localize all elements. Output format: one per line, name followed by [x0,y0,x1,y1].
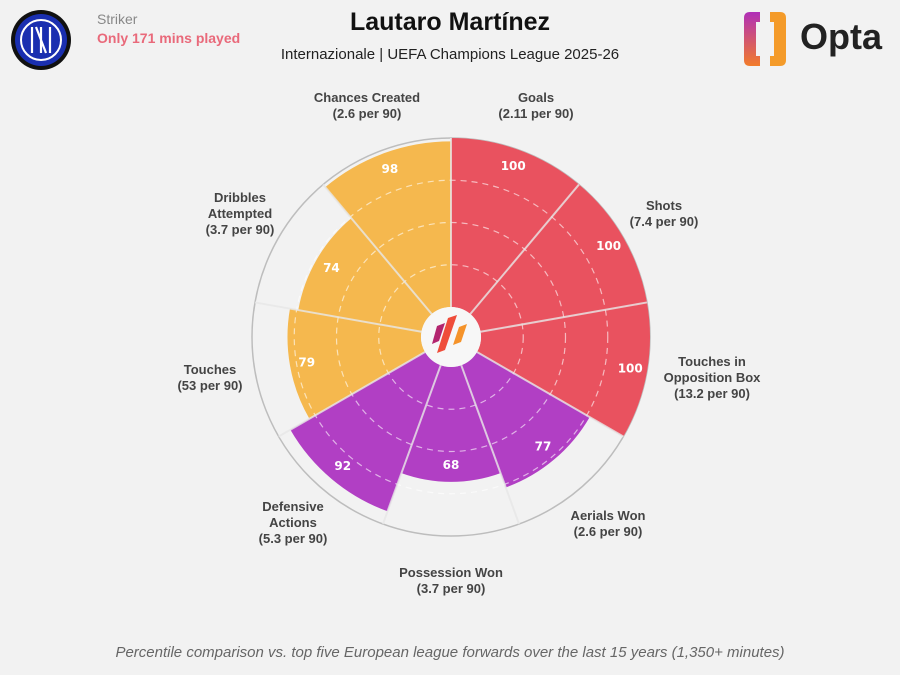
club-crest-logo [11,10,71,70]
category-label: Possession Won (3.7 per 90) [399,565,503,597]
category-label-per90: (3.7 per 90) [205,222,275,237]
category-label: Defensive Actions (5.3 per 90) [259,499,328,547]
category-label-label1: Goals [517,90,555,105]
category-label-per90: (2.6 per 90) [332,106,402,121]
category-label-per90: (7.4 per 90) [629,214,699,229]
category-label-label1: Touches [183,362,237,377]
category-label-label1: Defensive [262,499,324,514]
category-label: Touches (53 per 90) [177,362,242,394]
category-label: Dribbles Attempted (3.7 per 90) [206,190,275,238]
slice-divider [278,351,426,438]
slice-divider [476,351,624,438]
category-label-per90: (53 per 90) [177,378,243,393]
chart-footnote: Percentile comparison vs. top five Europ… [115,644,785,661]
value-label: 100 [596,239,621,253]
category-label-per90: (13.2 per 90) [674,386,750,401]
category-label-label2: Attempted [207,206,273,221]
slice-touches [287,308,426,419]
slice-divider [469,183,580,315]
category-label-per90: (5.3 per 90) [258,531,328,546]
slice-possession-won [401,365,501,482]
slice-shots [470,184,647,332]
slice-dribbles [298,218,432,332]
category-label-label1: Aerials Won [570,508,646,523]
category-label-per90: (2.6 per 90) [573,524,643,539]
category-label-label1: Chances Created [313,90,421,105]
slice-divider [254,301,422,333]
value-label: 77 [535,440,552,454]
category-label-label1: Dribbles [213,190,266,205]
slice-divider [460,364,521,525]
category-label-label2: Actions [269,515,317,530]
category-label: Chances Created (2.6 per 90) [314,90,420,122]
player-position: Striker [97,11,138,27]
slice-divider [381,364,442,525]
category-label-per90: (2.11 per 90) [498,106,574,121]
value-label: 74 [323,261,340,275]
opta-brand-text: Opta [800,16,883,57]
category-label-label2: Opposition Box [663,370,761,385]
slice-touches-in [476,302,650,437]
category-label: Aerials Won (2.6 per 90) [571,508,646,540]
gridline-25 [378,264,524,410]
category-label-label1: Possession Won [399,565,503,580]
minutes-note: Only 171 mins played [97,30,241,46]
chart-title: Lautaro Martínez [349,8,551,36]
category-label-label1: Shots [645,198,683,213]
slice-divider [322,183,433,315]
value-label: 79 [298,355,315,369]
slice-aerials-won [461,352,590,488]
center-logo-icon [432,315,467,353]
category-label-label1: Touches in [678,354,746,369]
slice-goals [451,138,579,315]
value-label: 100 [618,362,643,376]
category-label: Shots (7.4 per 90) [630,198,699,230]
slice-divider [480,301,648,333]
value-label: 98 [382,162,399,176]
category-label: Goals (2.11 per 90) [498,90,573,122]
category-label: Touches in Opposition Box (13.2 per 90) [664,354,761,402]
center-hub [421,307,481,367]
value-label: 68 [443,458,460,472]
slice-chances-created [325,141,451,315]
value-label: 92 [334,459,351,473]
category-label-per90: (3.7 per 90) [416,581,486,596]
value-label: 100 [501,159,526,173]
chart-subtitle: Internazionale | UEFA Champions League 2… [280,46,620,63]
opta-logo-icon [744,12,786,66]
